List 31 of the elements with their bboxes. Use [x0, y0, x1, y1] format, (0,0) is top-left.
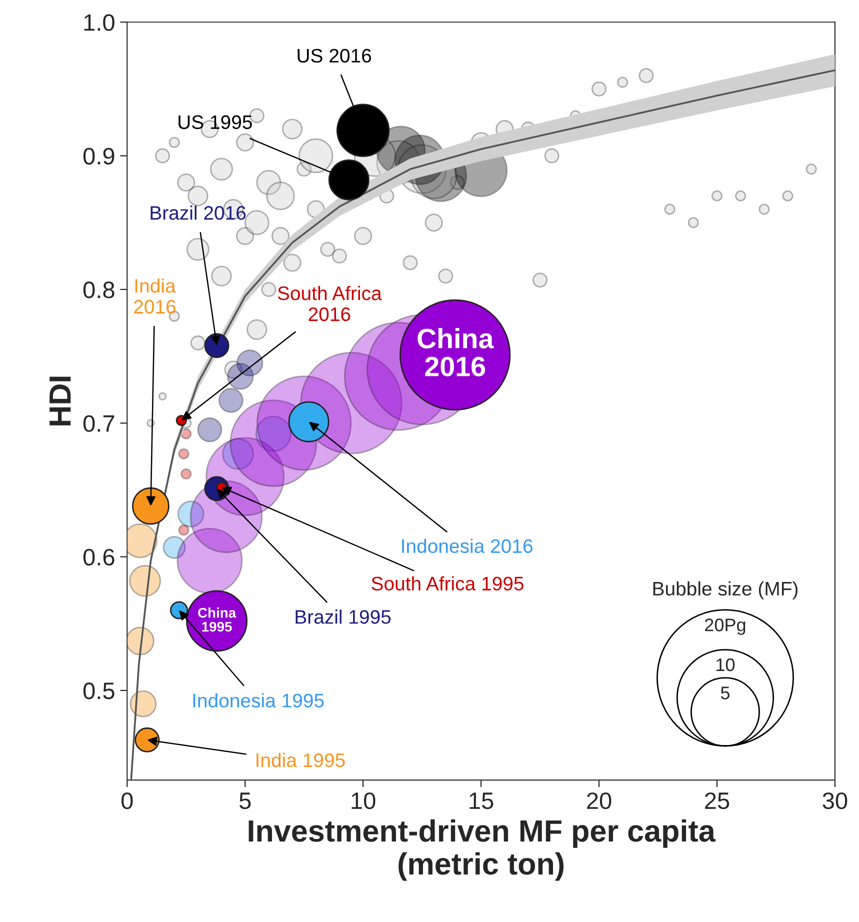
annotation: US 1995 [178, 115, 252, 130]
legend-label: 5 [720, 686, 730, 700]
annotation: Brazil 1995 [296, 610, 391, 624]
x-tick-label: 30 [822, 792, 848, 810]
legend-label: 10 [716, 658, 735, 672]
y-tick-label: 1.0 [84, 14, 114, 31]
x-tick-label: 5 [239, 792, 251, 810]
x-tick-label: 20 [587, 792, 612, 810]
y-tick-label: 0.9 [83, 148, 114, 165]
legend-label: 20Pg [705, 618, 746, 635]
annotation: China 1995 [198, 608, 236, 632]
y-tick-label: 0.6 [83, 548, 114, 566]
x-tick-label: 0 [121, 792, 133, 810]
annotation: Indonesia 1995 [193, 693, 324, 708]
annotation: Indonesia 2016 [402, 538, 532, 554]
annotation: US 2016 [298, 48, 372, 63]
annotation: Brazil 2016 [150, 206, 246, 220]
x-tick-label: 10 [352, 792, 376, 810]
x-axis-title: Investment-driven MF per capita (metric ton) [248, 819, 716, 881]
legend-title: Bubble size (MF) [653, 581, 798, 600]
annotation: South Africa 1995 [372, 576, 524, 591]
y-axis-title: HDI [50, 376, 71, 426]
annotation: India 2016 [134, 278, 176, 314]
annotation: China 2016 [418, 328, 494, 376]
y-tick-label: 0.8 [83, 282, 114, 298]
y-tick-label: 0.5 [83, 682, 114, 700]
y-tick-label: 0.7 [83, 415, 114, 432]
annotation: India 1995 [256, 752, 345, 768]
x-tick-label: 25 [705, 792, 730, 810]
annotation: South Africa 2016 [278, 286, 382, 322]
x-tick-label: 15 [470, 792, 494, 810]
